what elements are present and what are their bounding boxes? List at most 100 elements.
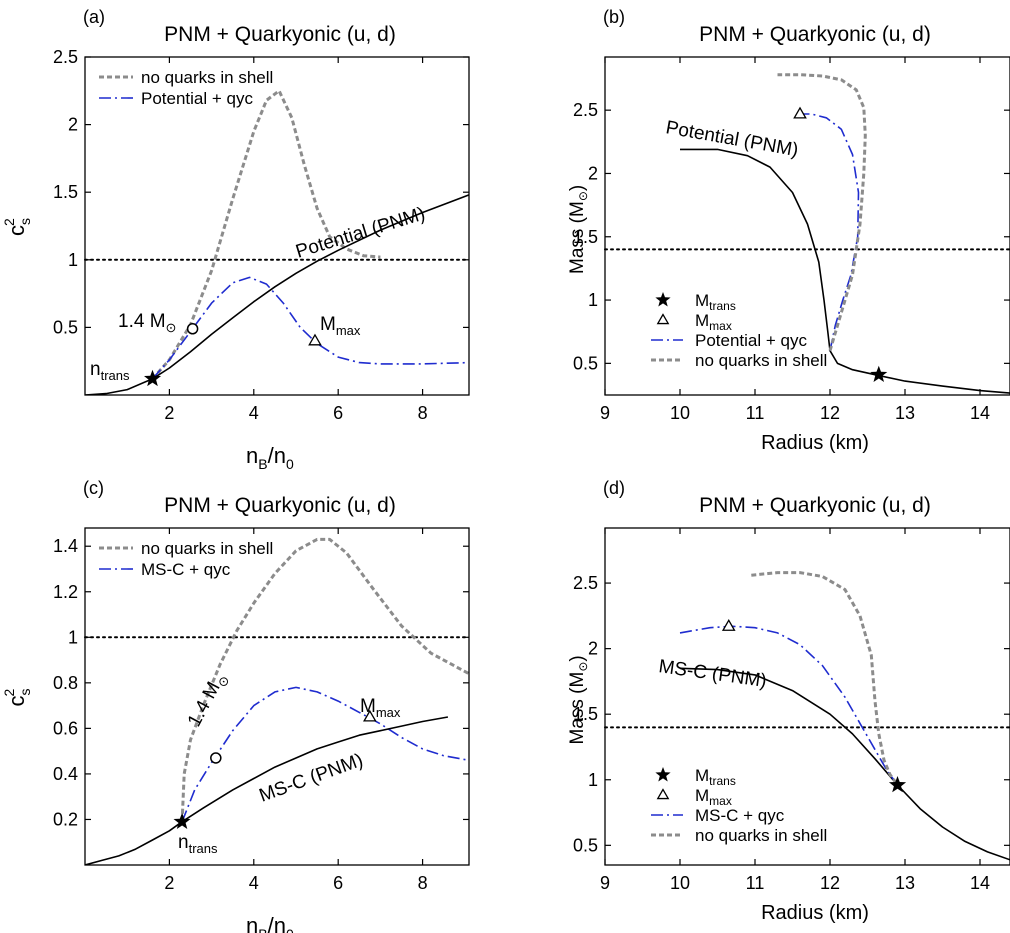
y-tick-label: 1.2 xyxy=(53,582,78,602)
panel-b: (b) PNM + Quarkyonic (u, d) Potential (PNM… xyxy=(567,7,1010,454)
series-line-potential-qyc xyxy=(798,113,860,351)
legend-label: MS-C + qyc xyxy=(141,560,231,579)
x-tick-label: 9 xyxy=(600,873,610,893)
panel-title: PNM + Quarkyonic (u, d) xyxy=(699,494,931,517)
legend-label: no quarks in shell xyxy=(141,68,273,87)
series-line-potential-pnm- xyxy=(680,148,1010,394)
panel-title: PNM + Quarkyonic (u, d) xyxy=(699,23,931,46)
legend-label: no quarks in shell xyxy=(695,351,827,370)
marker-label-sub: max xyxy=(376,705,401,720)
y-axis-label-sub: ⊙ xyxy=(576,191,590,201)
marker-label: ntrans xyxy=(178,832,218,856)
legend-label: Mmax xyxy=(695,311,732,333)
y-axis-label-sub: s xyxy=(17,218,33,225)
marker-label-sub: trans xyxy=(101,368,130,383)
series-line-no-quarks-in-shell xyxy=(180,537,469,822)
legend-label: no quarks in shell xyxy=(141,539,273,558)
legend-triangle-icon xyxy=(656,788,670,800)
x-tick-label: 9 xyxy=(600,403,610,423)
y-tick-label: 1.4 xyxy=(53,536,78,556)
x-axis-label: nB/n0 xyxy=(246,443,294,472)
series-group xyxy=(85,89,469,395)
curve-label: Potential (PNM) xyxy=(664,117,800,161)
x-tick-label: 6 xyxy=(333,873,343,893)
y-axis-label-end: ) xyxy=(567,185,588,191)
star-marker xyxy=(173,812,191,829)
marker-label: ntrans xyxy=(90,359,130,383)
x-tick-label: 12 xyxy=(820,403,840,423)
series-group xyxy=(85,537,469,865)
panel-d: (d) PNM + Quarkyonic (u, d) MS-C (PNM) 9 10 1… xyxy=(567,478,1010,924)
x-tick-label: 6 xyxy=(333,403,343,423)
x-tick-label: 11 xyxy=(746,873,765,893)
y-tick-label: 1.5 xyxy=(53,182,78,202)
x-tick-label: 13 xyxy=(895,873,915,893)
curve-label: MS-C (PNM) xyxy=(257,750,366,807)
panel-label: (c) xyxy=(83,478,104,498)
marker-label: Mmax xyxy=(360,696,401,720)
y-tick-label: 0.6 xyxy=(53,718,78,738)
plot-frame xyxy=(84,56,470,396)
x-tick-label: 13 xyxy=(895,403,915,423)
x-tick-label: 11 xyxy=(746,403,765,423)
legend-label: Potential + qyc xyxy=(695,331,807,350)
y-tick-label: 0.4 xyxy=(53,764,78,784)
x-axis-label-sub: 0 xyxy=(286,926,294,933)
y-tick-label: 2.5 xyxy=(573,100,598,120)
series-line-ms-c-pnm- xyxy=(85,716,449,865)
panel-a: (a) PNM + Quarkyonic (u, d) ntrans 1.4 M⊙ Mm… xyxy=(1,7,470,472)
marker-label-sub: ⊙ xyxy=(214,673,232,690)
x-tick-label: 10 xyxy=(670,403,690,423)
triangle-marker xyxy=(793,106,807,119)
star-marker xyxy=(888,776,907,793)
x-axis-label: nB/n0 xyxy=(246,913,294,933)
y-tick-label: 2 xyxy=(68,115,78,135)
x-tick-label: 12 xyxy=(820,873,840,893)
x-tick-label: 4 xyxy=(249,403,259,423)
x-tick-label: 8 xyxy=(418,873,428,893)
panel-title: PNM + Quarkyonic (u, d) xyxy=(164,494,396,517)
x-tick-label: 14 xyxy=(970,873,990,893)
series-line-no-quarks-in-shell xyxy=(777,73,867,352)
y-axis-label: Mass (M⊙) xyxy=(567,185,590,274)
legend-label: Mtrans xyxy=(695,291,736,313)
panel-label: (d) xyxy=(603,478,625,498)
y-tick-label: 0.8 xyxy=(53,673,78,693)
legend-label: MS-C + qyc xyxy=(695,806,785,825)
marker-label: Mmax xyxy=(320,314,361,338)
y-tick-label: 2.5 xyxy=(53,47,78,67)
y-axis-label-sub: ⊙ xyxy=(576,662,590,672)
curve-label: MS-C (PNM) xyxy=(657,656,768,692)
y-tick-label: 2 xyxy=(588,639,598,659)
marker-label-sub: ⊙ xyxy=(166,320,177,335)
series-line-potential-pnm- xyxy=(85,194,469,395)
plot-frame xyxy=(604,56,1010,396)
panel-c: (c) PNM + Quarkyonic (u, d) ntrans 1.4 M⊙ Mm… xyxy=(1,478,470,933)
marker-label: 1.4 M⊙ xyxy=(184,669,233,732)
x-axis-label: Radius (km) xyxy=(761,902,869,924)
plot-frame xyxy=(604,527,1010,866)
y-tick-label: 1 xyxy=(68,250,78,270)
y-axis-label: cs2 xyxy=(1,689,33,707)
y-tick-label: 0.5 xyxy=(573,835,598,855)
x-tick-label: 10 xyxy=(670,873,690,893)
legend-label: Potential + qyc xyxy=(141,89,253,108)
panel-title: PNM + Quarkyonic (u, d) xyxy=(164,23,396,46)
series-line-potential-qyc xyxy=(151,276,469,380)
y-tick-label: 0.5 xyxy=(573,353,598,373)
star-marker xyxy=(870,365,888,382)
legend-label-sub: max xyxy=(709,794,732,808)
triangle-marker xyxy=(721,619,736,631)
y-tick-label: 2 xyxy=(588,163,598,183)
x-tick-label: 4 xyxy=(249,873,259,893)
y-axis-label-sub: s xyxy=(17,689,33,696)
legend-triangle-icon xyxy=(656,313,670,325)
x-axis-label: Radius (km) xyxy=(761,432,869,454)
x-axis-label-sub: 0 xyxy=(286,456,294,472)
circle-marker xyxy=(210,752,222,764)
y-tick-label: 1 xyxy=(68,627,78,647)
y-tick-label: 1.5 xyxy=(573,227,598,247)
series-line-no-quarks-in-shell xyxy=(751,571,899,786)
legend-label: Mmax xyxy=(695,786,732,808)
plot-frame xyxy=(84,527,470,866)
